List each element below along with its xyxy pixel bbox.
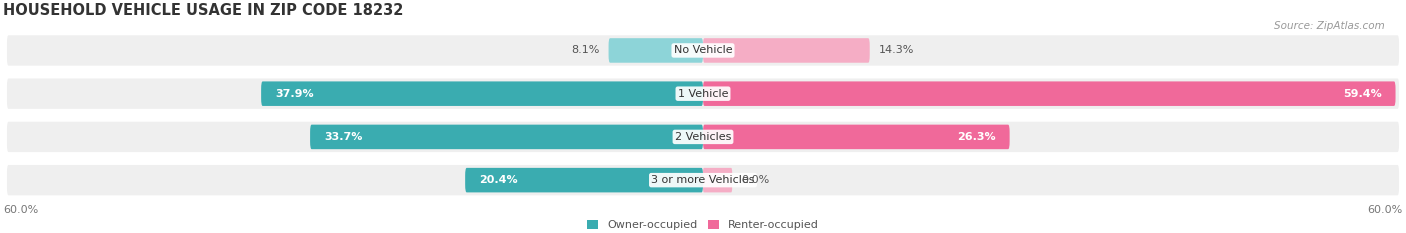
FancyBboxPatch shape xyxy=(262,81,703,106)
Text: 0.0%: 0.0% xyxy=(741,175,769,185)
FancyBboxPatch shape xyxy=(703,125,1010,149)
Text: 60.0%: 60.0% xyxy=(1367,205,1403,215)
Text: 1 Vehicle: 1 Vehicle xyxy=(678,89,728,99)
Text: 60.0%: 60.0% xyxy=(3,205,39,215)
FancyBboxPatch shape xyxy=(7,165,1399,195)
Text: 2 Vehicles: 2 Vehicles xyxy=(675,132,731,142)
FancyBboxPatch shape xyxy=(7,122,1399,152)
Text: 33.7%: 33.7% xyxy=(325,132,363,142)
FancyBboxPatch shape xyxy=(703,38,870,63)
FancyBboxPatch shape xyxy=(703,81,1396,106)
FancyBboxPatch shape xyxy=(311,125,703,149)
Text: 20.4%: 20.4% xyxy=(479,175,517,185)
FancyBboxPatch shape xyxy=(465,168,703,192)
Text: 37.9%: 37.9% xyxy=(276,89,314,99)
Text: 8.1%: 8.1% xyxy=(571,45,599,55)
FancyBboxPatch shape xyxy=(7,35,1399,66)
FancyBboxPatch shape xyxy=(609,38,703,63)
Text: 3 or more Vehicles: 3 or more Vehicles xyxy=(651,175,755,185)
FancyBboxPatch shape xyxy=(7,79,1399,109)
Text: No Vehicle: No Vehicle xyxy=(673,45,733,55)
Text: Source: ZipAtlas.com: Source: ZipAtlas.com xyxy=(1274,21,1385,31)
Text: 26.3%: 26.3% xyxy=(957,132,995,142)
Text: 59.4%: 59.4% xyxy=(1343,89,1382,99)
FancyBboxPatch shape xyxy=(703,168,733,192)
Text: HOUSEHOLD VEHICLE USAGE IN ZIP CODE 18232: HOUSEHOLD VEHICLE USAGE IN ZIP CODE 1823… xyxy=(3,3,404,18)
Text: 14.3%: 14.3% xyxy=(879,45,914,55)
Legend: Owner-occupied, Renter-occupied: Owner-occupied, Renter-occupied xyxy=(586,220,820,230)
